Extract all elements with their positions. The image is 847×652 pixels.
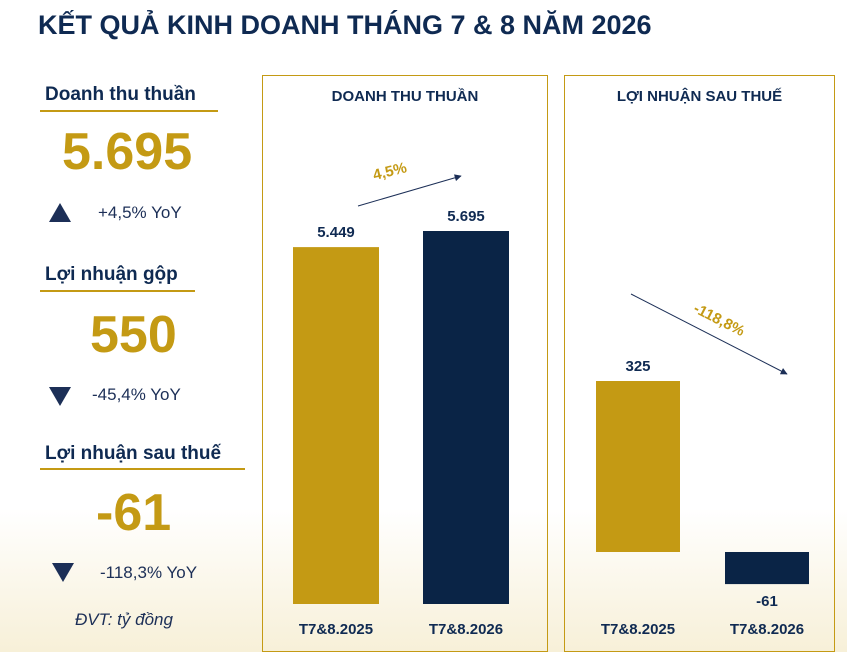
triangle-down-icon xyxy=(49,387,71,406)
revenue-chart-panel: DOANH THU THUẦN 5.449 T7&8.2025 5.695 T7&8.… xyxy=(262,75,548,652)
bar-T7&8.2025 xyxy=(293,247,379,604)
net-profit-chart-panel: LỢI NHUẬN SAU THUẾ 325 T7&8.2025 -61 T7&8.2… xyxy=(564,75,835,652)
growth-label: 4,5% xyxy=(371,159,408,184)
net-profit-chart: 325 T7&8.2025 -61 T7&8.2026 -118,8% xyxy=(596,293,809,638)
bar-T7&8.2026 xyxy=(423,231,509,604)
category-label: T7&8.2025 xyxy=(299,621,373,638)
page-title: KẾT QUẢ KINH DOANH THÁNG 7 & 8 NĂM 2026 xyxy=(38,10,652,40)
kpi-revenue-underline xyxy=(40,110,218,112)
kpi-net-profit-label: Lợi nhuận sau thuế xyxy=(45,443,222,464)
bar-T7&8.2025 xyxy=(596,381,680,552)
triangle-up-icon xyxy=(49,203,71,222)
kpi-gross-profit-value: 550 xyxy=(90,306,177,364)
bar-value-label: 325 xyxy=(625,358,650,375)
net-profit-chart-title: LỢI NHUẬN SAU THUẾ xyxy=(616,88,783,105)
bar-value-label: -61 xyxy=(756,593,778,610)
kpi-net-profit-value: -61 xyxy=(96,484,172,542)
growth-label: -118,8% xyxy=(691,300,748,340)
kpi-net-profit-yoy: -118,3% YoY xyxy=(100,563,198,582)
category-label: T7&8.2026 xyxy=(730,621,804,638)
kpi-revenue-yoy: +4,5% YoY xyxy=(98,203,182,222)
revenue-chart-title: DOANH THU THUẦN xyxy=(331,88,479,105)
kpi-gross-profit-label: Lợi nhuận gộp xyxy=(45,264,178,285)
category-label: T7&8.2025 xyxy=(601,621,675,638)
growth-arrow xyxy=(357,174,462,207)
kpi-net-profit-underline xyxy=(40,468,245,470)
category-label: T7&8.2026 xyxy=(429,621,503,638)
kpi-revenue-label: Doanh thu thuần xyxy=(45,84,196,105)
bar-T7&8.2026 xyxy=(725,552,809,585)
revenue-chart: 5.449 T7&8.2025 5.695 T7&8.2026 4,5% xyxy=(293,159,509,638)
bar-value-label: 5.449 xyxy=(317,224,355,241)
bar-value-label: 5.695 xyxy=(447,208,485,225)
kpi-gross-profit-yoy: -45,4% YoY xyxy=(92,385,181,404)
triangle-down-icon xyxy=(52,563,74,582)
kpi-gross-profit-underline xyxy=(40,290,195,292)
kpi-revenue-value: 5.695 xyxy=(62,123,193,181)
growth-arrow xyxy=(630,293,788,375)
unit-note: ĐVT: tỷ đồng xyxy=(75,610,173,629)
